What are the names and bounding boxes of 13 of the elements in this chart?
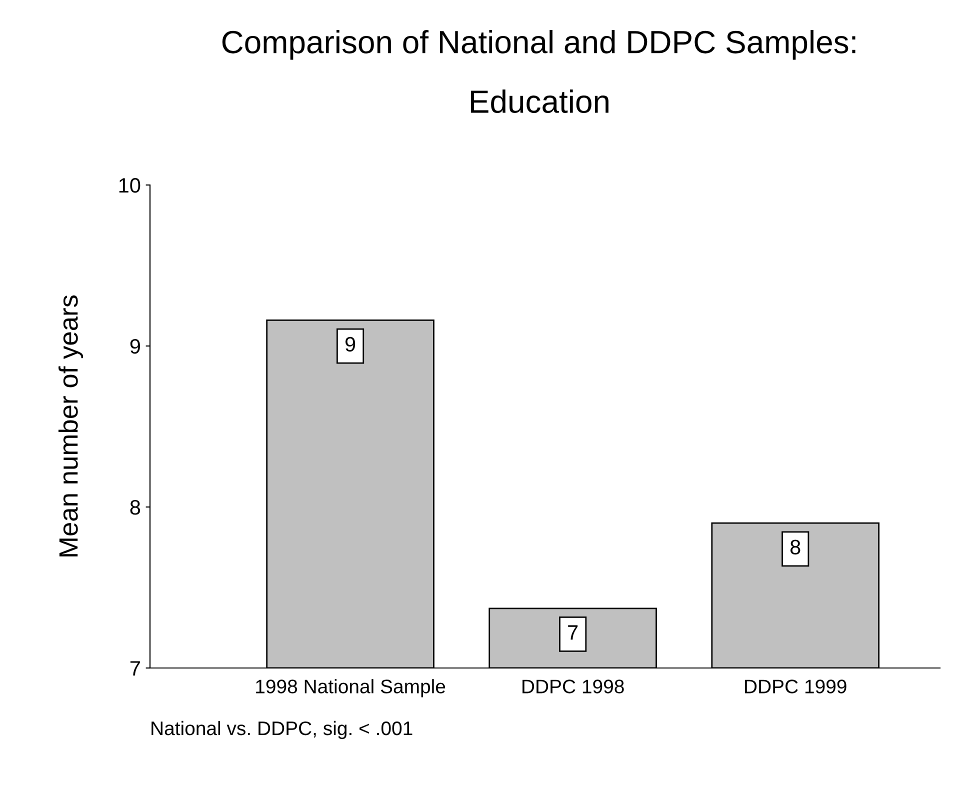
x-tick-label: DDPC 1999 xyxy=(745,680,846,694)
data-label: 9 xyxy=(345,336,356,352)
y-tick-label: 8 xyxy=(130,500,140,515)
y-tick-label: 10 xyxy=(119,178,140,193)
x-tick-label: 1998 National Sample xyxy=(256,679,446,698)
text: National vs. DDPC, sig. < .001 xyxy=(152,720,412,740)
chart-title: Comparison of National and DDPC Samples: Education xyxy=(222,30,856,114)
data-label: 7 xyxy=(568,625,578,640)
y-tick-label: 7 xyxy=(130,661,140,676)
data-label: 8 xyxy=(790,540,800,555)
y-tick-label: 9 xyxy=(130,339,140,354)
y-axis-title: Mean number of years xyxy=(58,295,84,556)
x-tick-label: DDPC 1998 xyxy=(522,680,624,694)
